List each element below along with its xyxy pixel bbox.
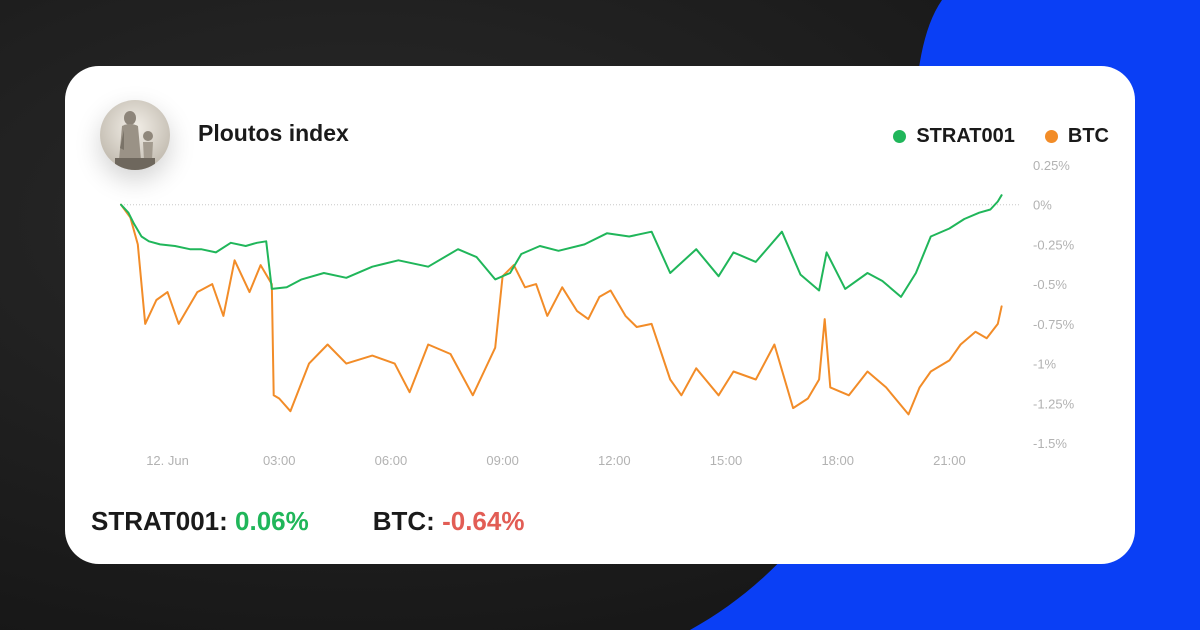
y-tick-label: -1.5% [1033, 436, 1067, 451]
series-line-strat001 [120, 194, 1003, 298]
x-tick-label: 09:00 [486, 453, 519, 468]
y-tick-label: -1.25% [1033, 396, 1075, 411]
y-tick-label: -0.25% [1033, 237, 1075, 252]
x-tick-label: 03:00 [263, 453, 296, 468]
statue-avatar [100, 100, 170, 170]
legend-label-strat001: STRAT001 [916, 125, 1015, 147]
y-tick-label: 0.25% [1033, 158, 1070, 173]
chart-legend: STRAT001 BTC [893, 125, 1109, 148]
btc-legend-dot-icon [1044, 130, 1058, 143]
strat001-summary-value: 0.06% [235, 506, 309, 536]
line-chart: 0.25% 0% -0.25% -0.5% -0.75% -1% -1.25% -1.5% 12… [120, 158, 1075, 468]
strat001-summary: STRAT001: 0.06% [91, 506, 309, 537]
statue-icon [100, 100, 170, 170]
x-tick-label: 21:00 [933, 453, 966, 468]
strat001-summary-label: STRAT001: [91, 506, 228, 536]
btc-summary: BTC: -0.64% [373, 506, 525, 537]
x-tick-label: 12. Jun [146, 453, 189, 468]
summary-row: STRAT001: 0.06% BTC: -0.64% [91, 506, 524, 537]
strat001-legend-dot-icon [893, 130, 907, 143]
y-tick-label: -1% [1033, 357, 1057, 372]
legend-label-btc: BTC [1067, 125, 1109, 147]
x-tick-label: 06:00 [375, 453, 408, 468]
y-tick-label: -0.75% [1033, 317, 1075, 332]
legend-item-btc[interactable]: BTC [1044, 125, 1109, 148]
series-line-btc [120, 203, 1003, 416]
x-tick-label: 12:00 [598, 453, 631, 468]
page-title: Ploutos index [198, 120, 349, 146]
x-tick-label: 18:00 [821, 453, 854, 468]
chart-card: Ploutos index STRAT001 BTC 0.25% 0% -0.25%… [65, 66, 1135, 564]
btc-summary-value: -0.64% [442, 506, 525, 536]
y-tick-label: -0.5% [1033, 277, 1067, 292]
x-tick-label: 15:00 [710, 453, 743, 468]
btc-summary-label: BTC: [372, 506, 435, 536]
y-tick-label: 0% [1033, 198, 1052, 213]
legend-item-strat001[interactable]: STRAT001 [893, 125, 1015, 148]
